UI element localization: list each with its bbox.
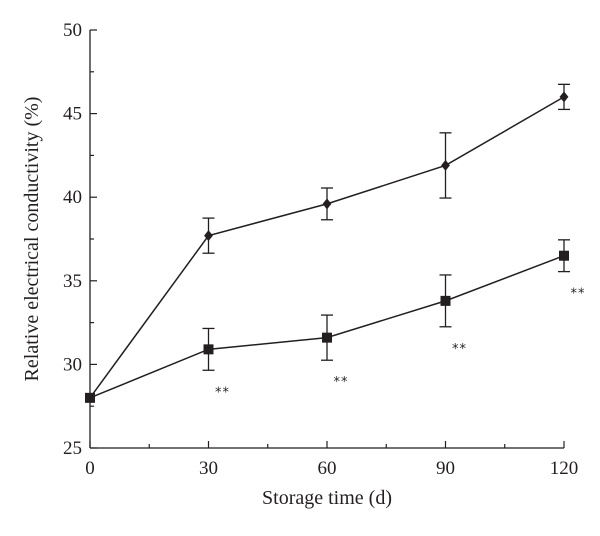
diamond-marker <box>441 159 450 171</box>
y-tick-label: 50 <box>63 20 82 41</box>
x-tick-label: 60 <box>318 458 337 479</box>
y-tick-label: 40 <box>63 187 82 208</box>
square-marker <box>203 344 214 355</box>
y-tick-label: 45 <box>63 104 82 125</box>
x-ticks: 0 30 60 90 120 <box>85 441 578 479</box>
significance-label: ** <box>452 342 467 357</box>
series-layer <box>85 83 570 404</box>
significance-label: ** <box>334 375 349 390</box>
x-tick-label: 0 <box>85 458 95 479</box>
diamond-marker <box>204 230 213 242</box>
square-marker <box>322 332 332 343</box>
square-marker <box>85 392 95 403</box>
x-tick-label: 30 <box>199 458 218 479</box>
series-2 <box>85 239 570 403</box>
diamond-marker <box>322 198 332 210</box>
series-1 <box>85 83 570 404</box>
axes <box>89 30 564 449</box>
x-axis-title: Storage time (d) <box>262 487 392 509</box>
y-tick-label: 30 <box>63 354 82 375</box>
significance-label: ** <box>215 385 230 400</box>
annotation-layer: ** ** ** ** <box>215 287 586 401</box>
square-marker <box>559 250 569 261</box>
y-ticks: 25 30 35 40 45 50 <box>63 20 97 459</box>
square-marker <box>440 295 451 306</box>
x-tick-label: 90 <box>436 458 455 479</box>
x-tick-label: 120 <box>550 458 579 479</box>
y-tick-label: 25 <box>63 438 82 459</box>
y-tick-label: 35 <box>63 271 82 292</box>
significance-label: ** <box>571 287 586 302</box>
y-axis-title: Relative electrical conductivity (%) <box>21 97 43 382</box>
diamond-marker <box>559 91 569 103</box>
